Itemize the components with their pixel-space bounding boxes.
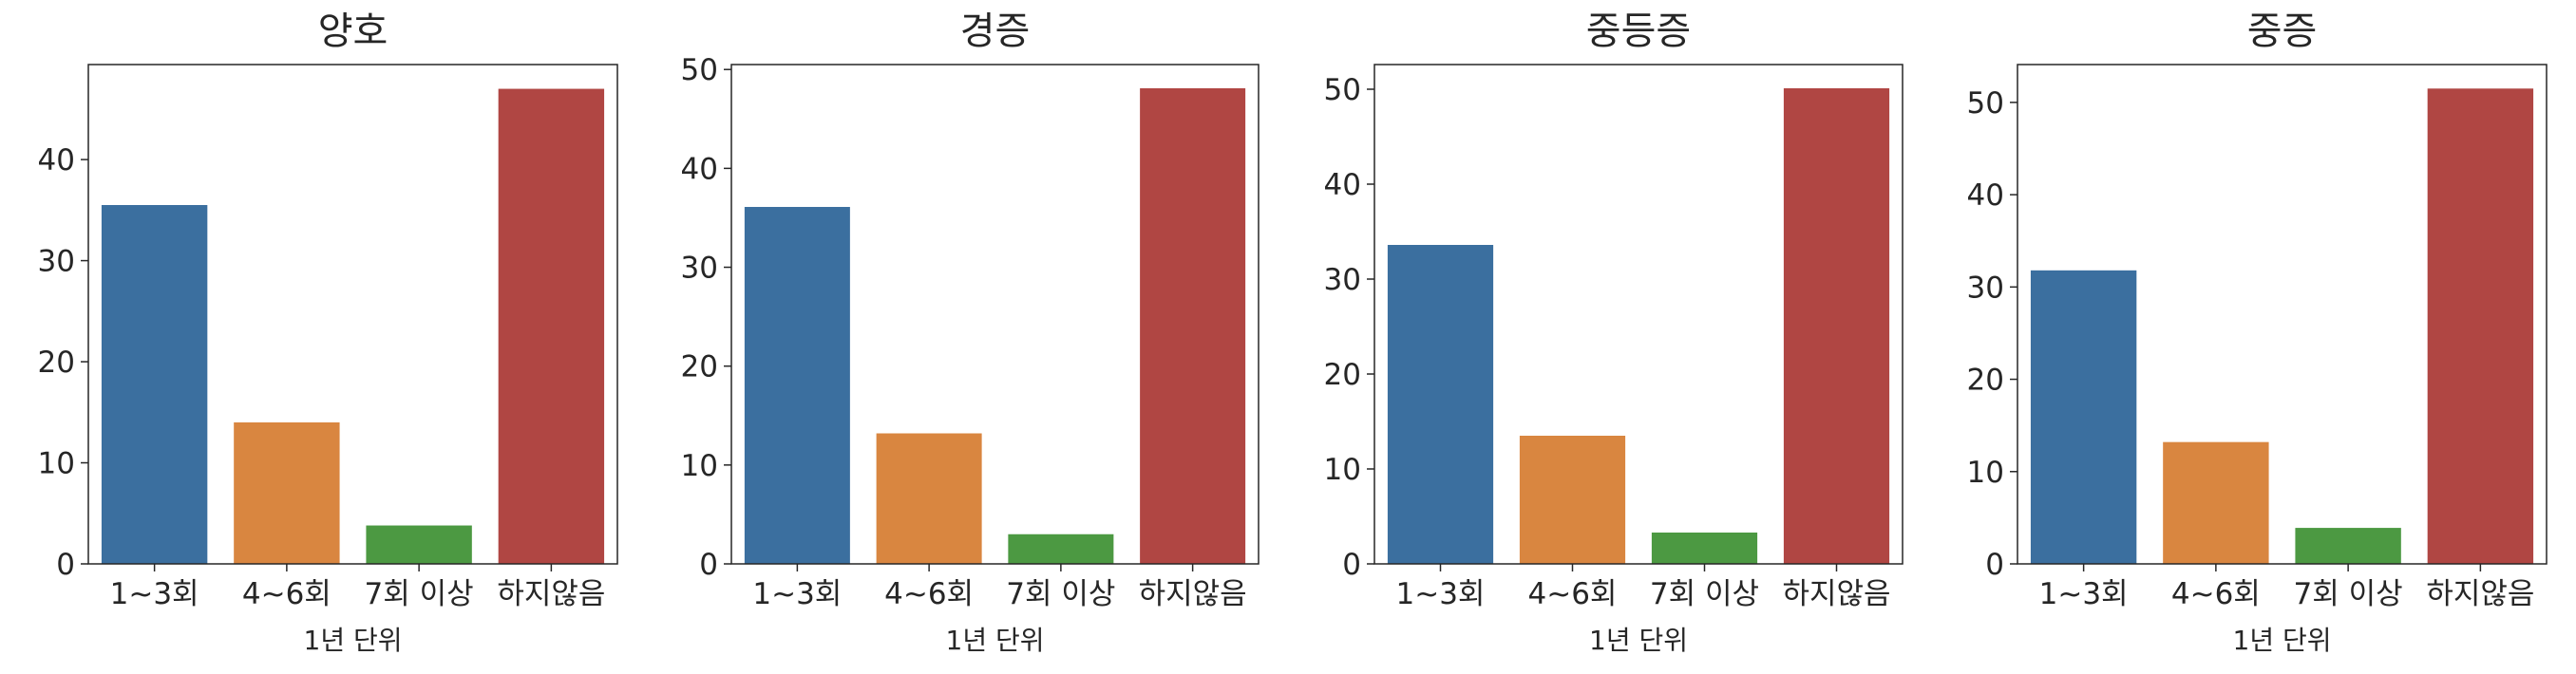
x-axis-label: 1년 단위 [2233,625,2332,656]
y-tick-label: 30 [1324,263,1361,297]
x-tick-label: 하지않음 [2426,577,2534,611]
y-tick-label: 30 [1967,271,2004,305]
bar [101,205,208,565]
y-tick-label: 10 [681,449,718,483]
y-tick-label: 20 [38,346,75,380]
x-tick-label: 하지않음 [1139,577,1247,611]
x-tick-label: 7회 이상 [1006,577,1115,611]
bar [1651,533,1758,564]
x-axis-label: 1년 단위 [1589,625,1688,656]
y-tick-label: 0 [699,548,718,582]
bar [1519,436,1626,564]
plot-frame [730,64,1260,565]
bar [2427,88,2534,564]
bar [1008,534,1114,564]
chart-title: 경증 [960,9,1031,53]
y-tick-label: 10 [38,447,75,481]
y-tick-label: 40 [681,152,718,186]
bar [876,433,982,564]
bar [2295,528,2401,564]
bar [498,88,605,564]
y-tick-label: 10 [1324,453,1361,487]
y-tick-label: 50 [1324,73,1361,107]
x-tick-label: 4~6회 [2171,577,2261,611]
y-tick-label: 0 [56,548,75,582]
chart-panel-4: 0 10 20 30 40 50 1~3회 4~6회 7회 이상 하지않음 중증 1년 단위 [1967,9,2548,656]
bar [744,206,850,565]
x-tick-label: 1~3회 [1396,577,1486,611]
y-tick-label: 0 [1985,548,2004,582]
x-tick-label: 하지않음 [1782,577,1890,611]
bar [366,525,472,564]
y-tick-label: 20 [1324,358,1361,392]
x-tick-label: 4~6회 [1528,577,1618,611]
x-tick-label: 4~6회 [242,577,331,611]
y-tick-label: 40 [1967,178,2004,213]
x-tick-label: 하지않음 [497,577,605,611]
y-tick-label: 50 [1967,86,2004,121]
y-tick-label: 50 [681,53,718,87]
y-tick-label: 10 [1967,456,2004,490]
y-tick-label: 40 [38,143,75,178]
x-tick-label: 1~3회 [752,577,842,611]
chart-title: 중증 [2247,9,2318,53]
x-tick-label: 4~6회 [884,577,974,611]
y-tick-label: 30 [681,252,718,286]
chart-title: 양호 [318,9,388,53]
plot-frame [1373,64,1904,565]
x-axis-label: 1년 단위 [304,625,403,656]
bar [1140,87,1246,564]
plot-frame [2017,64,2548,565]
x-tick-label: 7회 이상 [1650,577,1759,611]
chart-title: 중등증 [1586,9,1691,53]
y-tick-label: 40 [1324,168,1361,202]
y-tick-label: 0 [1342,548,1361,582]
plot-frame [87,64,618,565]
x-tick-label: 7회 이상 [365,577,474,611]
bar [234,421,340,564]
y-tick-label: 20 [681,350,718,384]
chart-panel-1: 0 10 20 30 40 1~3회 4~6회 7회 이상 하지않음 양호 1년 단위 [38,9,618,656]
y-tick-label: 20 [1967,364,2004,398]
y-tick-label: 30 [38,245,75,279]
x-tick-label: 7회 이상 [2294,577,2403,611]
x-tick-label: 1~3회 [2039,577,2129,611]
bar [1387,245,1494,564]
bar [2030,270,2137,564]
chart-panel-2: 0 10 20 30 40 50 1~3회 4~6회 7회 이상 하지않음 경증 1년 단위 [681,9,1260,656]
bar [1783,88,1890,564]
chart-panel-3: 0 10 20 30 40 50 1~3회 4~6회 7회 이상 하지않음 중등증 1년 단위 [1324,9,1904,656]
x-axis-label: 1년 단위 [946,625,1045,656]
x-tick-label: 1~3회 [110,577,199,611]
bar [2163,441,2269,564]
